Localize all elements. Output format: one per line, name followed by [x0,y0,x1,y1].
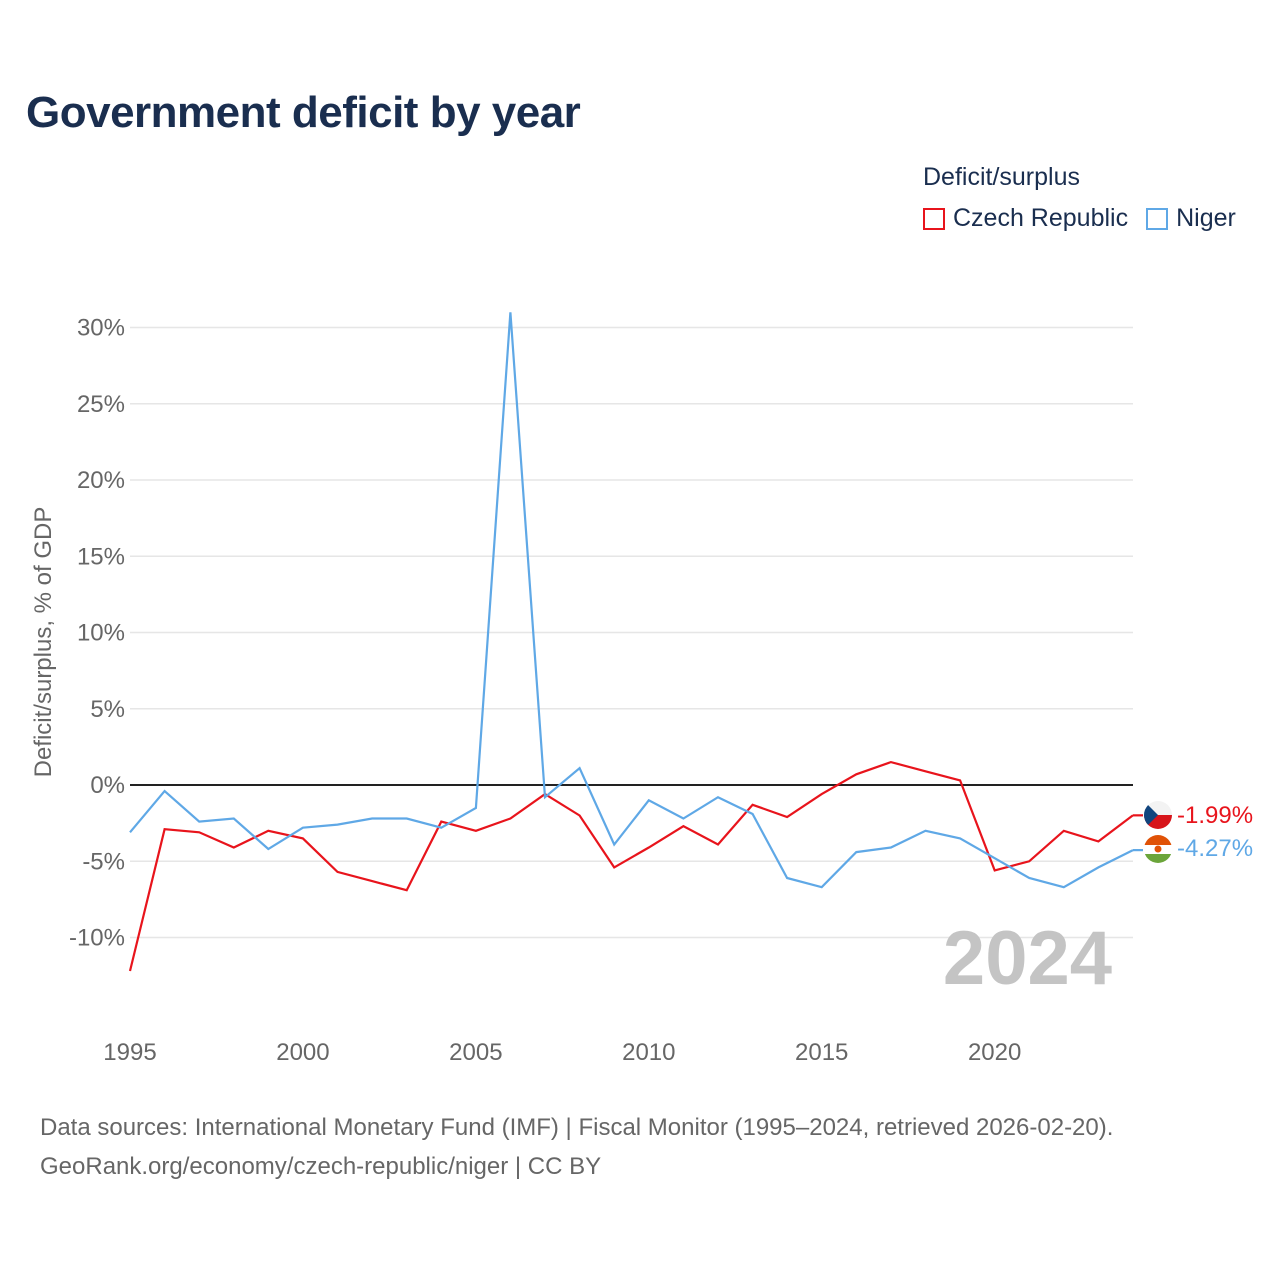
y-tick-label: 15% [77,543,125,570]
x-tick-label: 2005 [449,1039,502,1066]
chart-title: Government deficit by year [26,88,581,137]
y-tick-label: 25% [77,391,125,418]
series-line-niger [129,312,1134,889]
x-axis-ticks: 1995 2000 2005 2010 2015 2020 [103,1039,1021,1066]
sources-line-1: Data sources: International Monetary Fun… [40,1114,1114,1141]
czech-flag-icon [1144,801,1172,829]
x-tick-label: 2020 [968,1039,1021,1066]
legend-swatch-niger [1146,207,1169,230]
y-tick-label: -5% [82,848,125,875]
y-tick-label: 5% [90,696,125,723]
y-tick-label: -10% [69,925,125,952]
legend: Czech Republic Niger [923,204,1236,233]
end-label-czech-republic: -1.99% [1177,802,1253,829]
y-tick-label: 0% [90,772,125,799]
legend-label-czech-republic: Czech Republic [953,204,1129,232]
year-watermark: 2024 [943,916,1112,1001]
legend-item-czech-republic[interactable]: Czech Republic [923,204,1128,233]
series-line-czech-republic [128,760,1134,972]
x-tick-label: 2015 [795,1039,848,1066]
y-axis-label: Deficit/surplus, % of GDP [30,507,57,778]
grid-lines [130,326,1133,939]
niger-flag-icon [1144,835,1172,863]
x-tick-label: 2010 [622,1039,675,1066]
y-tick-label: 30% [77,315,125,342]
line-chart: -10% -5% 0% 5% 10% 15% 20% 25% 30% 1995 2000 2005 2… [30,312,1253,1066]
y-axis-ticks: -10% -5% 0% 5% 10% 15% 20% 25% 30% [69,315,125,952]
legend-title: Deficit/surplus [923,163,1080,191]
legend-swatch-czech-republic [923,207,945,230]
data-series [128,312,1143,972]
y-tick-label: 20% [77,467,125,494]
y-tick-label: 10% [77,620,125,647]
legend-label-niger: Niger [1176,204,1236,232]
sources-line-2: GeoRank.org/economy/czech-republic/niger… [40,1153,602,1180]
end-label-niger: -4.27% [1177,835,1253,862]
legend-item-niger[interactable]: Niger [1146,204,1236,233]
x-tick-label: 2000 [276,1039,329,1066]
x-tick-label: 1995 [103,1039,156,1066]
data-sources: Data sources: International Monetary Fun… [40,1108,1113,1186]
